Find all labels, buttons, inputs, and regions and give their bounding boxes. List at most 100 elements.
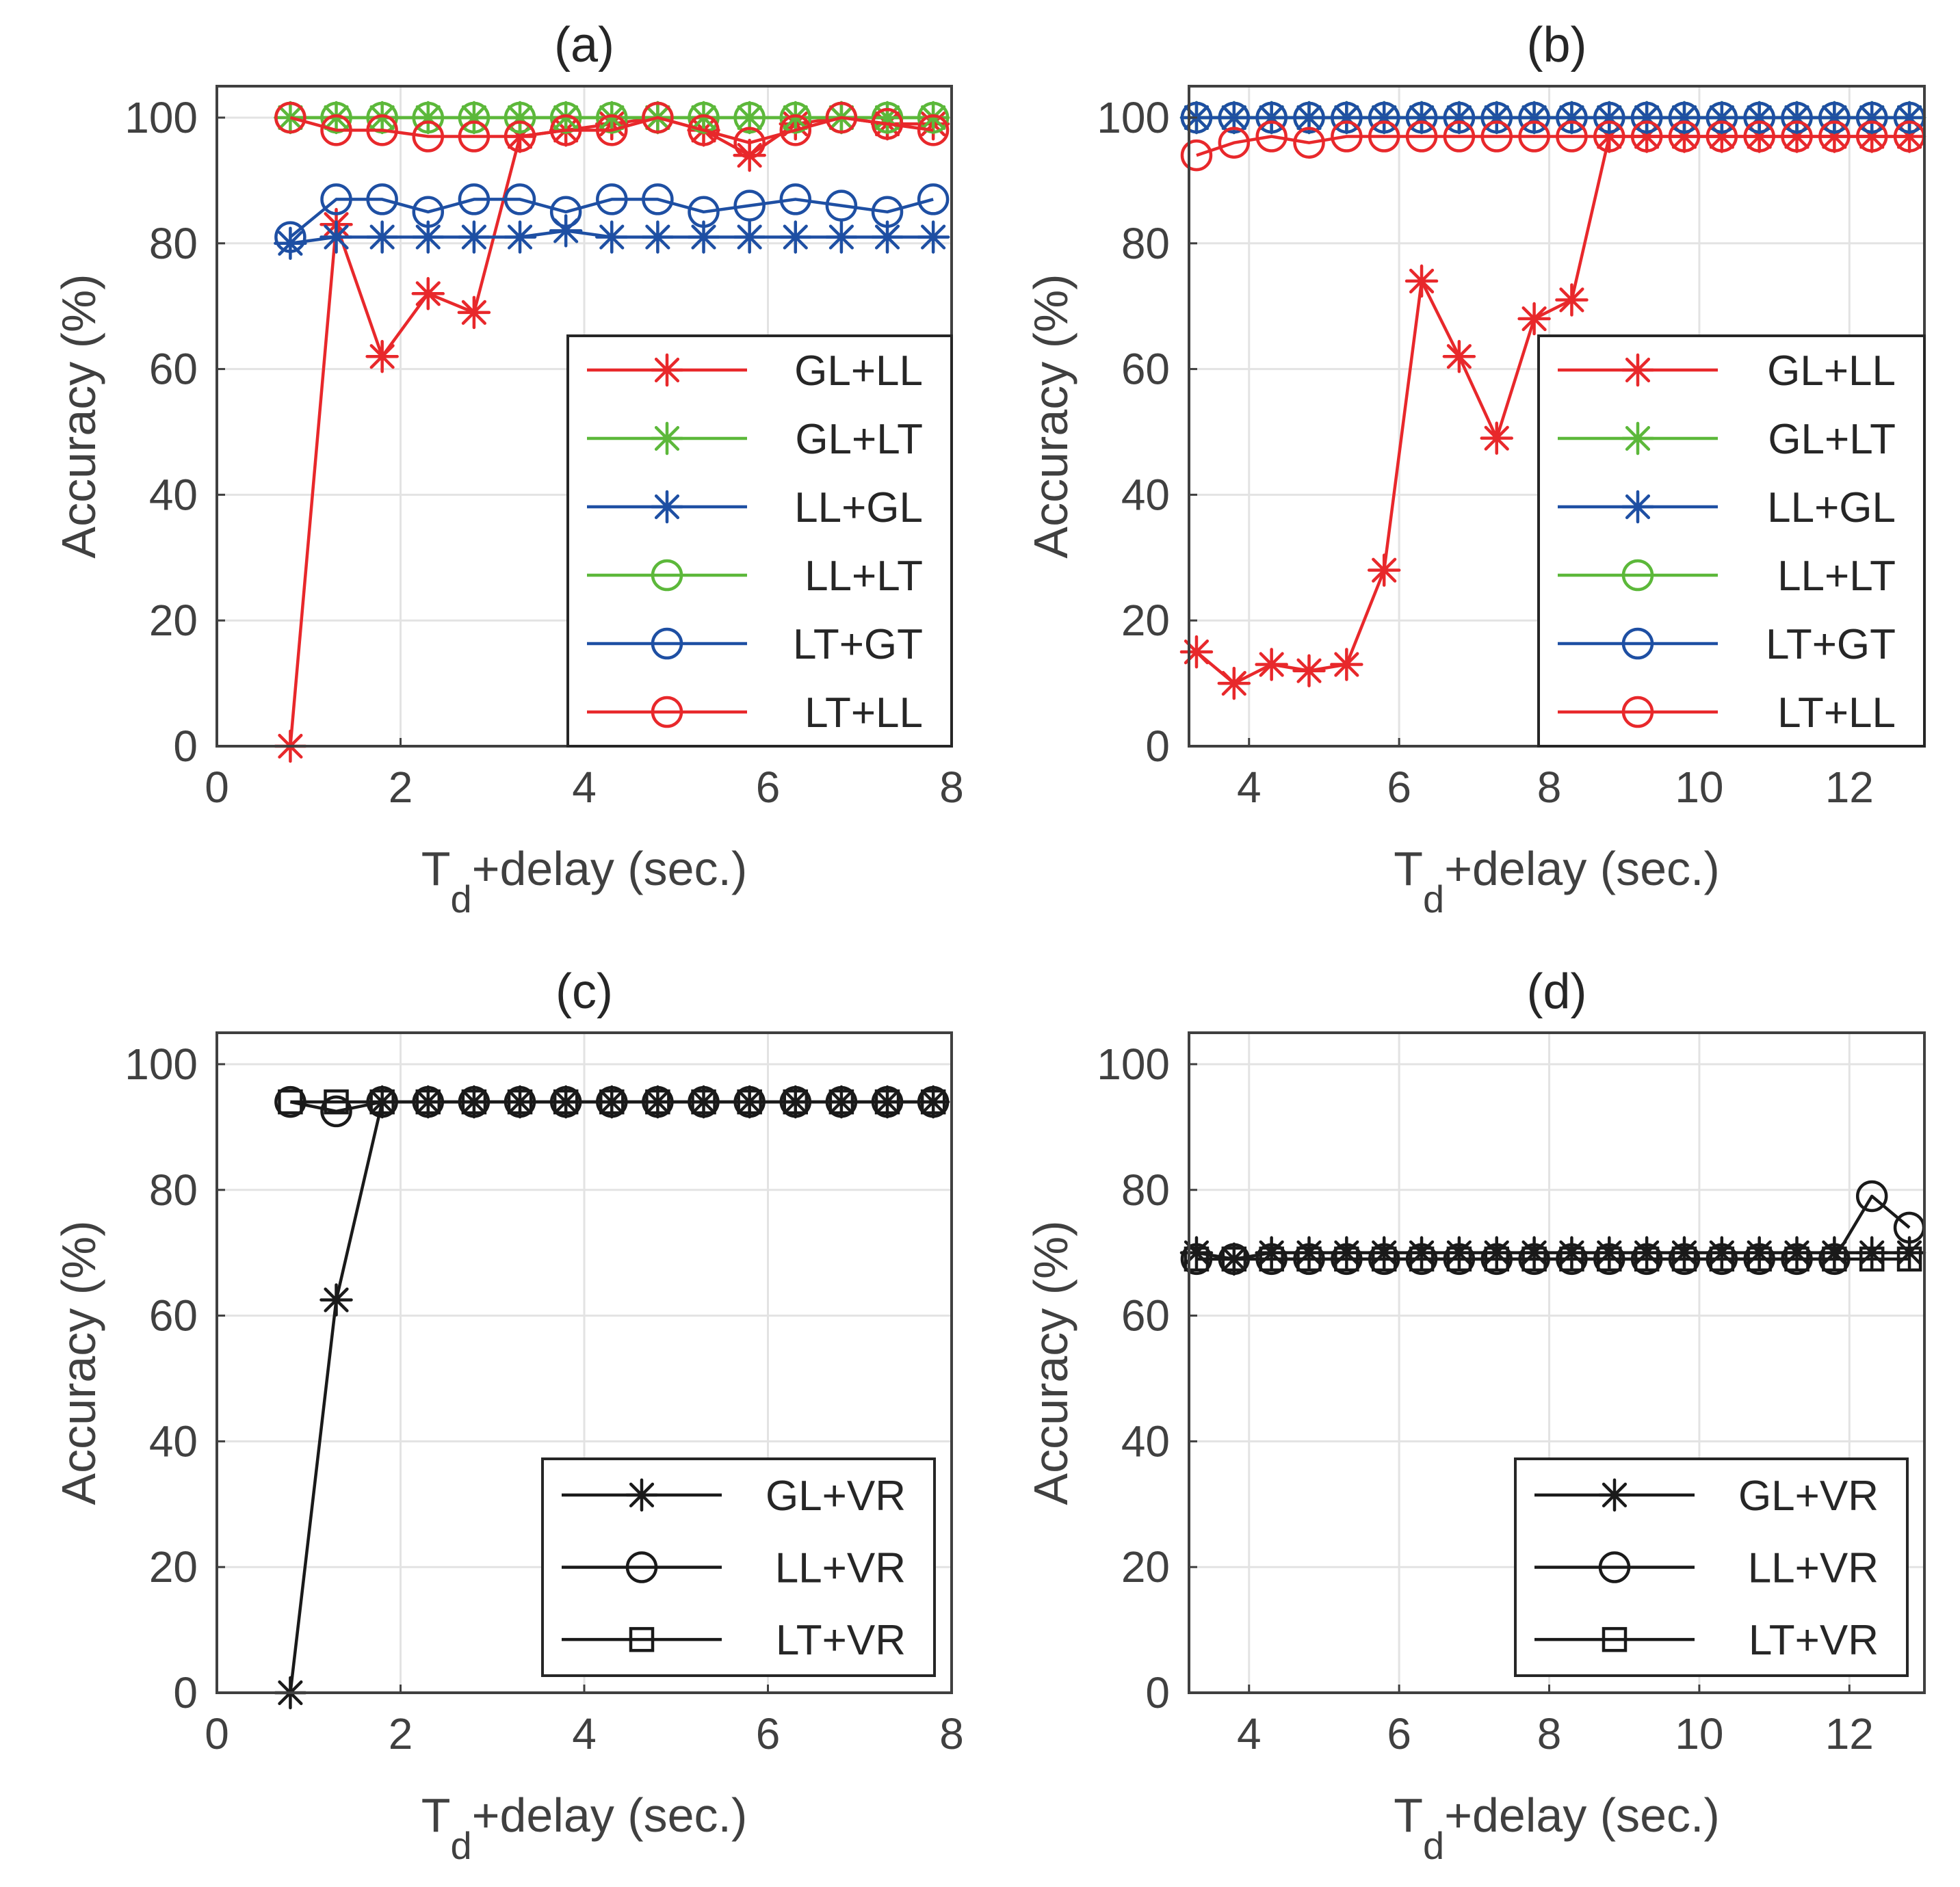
legend-marker [1621, 627, 1654, 660]
legend-label: LL+GL [1767, 484, 1896, 531]
data-point [688, 114, 720, 146]
data-point [1747, 1246, 1772, 1272]
legend[interactable]: GL+VR LL+VR LT+VR [541, 1457, 936, 1677]
data-point [320, 114, 352, 146]
y-tick-label: 80 [1121, 219, 1170, 268]
data-point [1593, 120, 1625, 153]
data-point [1517, 1236, 1551, 1269]
data-point [1480, 1236, 1513, 1269]
legend-item[interactable]: LL+LT [1558, 553, 1896, 600]
data-point [1818, 120, 1851, 153]
data-point [553, 1089, 579, 1115]
data-point [1593, 1236, 1626, 1269]
legend-item[interactable]: LL+VR [1534, 1545, 1879, 1592]
y-axis-label: Accuracy (%) [52, 1220, 105, 1505]
data-point [1822, 1246, 1847, 1272]
data-point [274, 221, 306, 253]
data-point [1484, 1246, 1509, 1272]
legend-item[interactable]: LL+LT [587, 553, 923, 600]
y-tick-label: 60 [149, 345, 198, 394]
x-tick-label: 6 [756, 763, 781, 812]
legend-label: LL+LT [1777, 553, 1896, 600]
data-point [733, 101, 766, 134]
x-axis-label-main: T [421, 1789, 451, 1842]
data-point [1818, 101, 1851, 134]
data-point [687, 220, 720, 254]
data-point [641, 220, 675, 254]
data-point [1706, 101, 1738, 134]
data-point [917, 101, 950, 134]
y-tick-label: 100 [125, 93, 198, 142]
data-point [319, 220, 353, 254]
data-point [916, 220, 950, 254]
legend[interactable]: GL+VR LL+VR LT+VR [1514, 1457, 1909, 1677]
data-point [1218, 101, 1251, 134]
data-point [1446, 1246, 1472, 1272]
legend-marker [1597, 1478, 1632, 1512]
data-point [415, 1089, 441, 1115]
legend-item[interactable]: GL+LT [1558, 416, 1896, 463]
data-point [1743, 101, 1775, 134]
data-point [320, 183, 352, 215]
data-point [828, 1089, 854, 1115]
legend-label: LL+VR [775, 1545, 906, 1592]
data-point [458, 183, 491, 215]
legend-item[interactable]: GL+LL [1558, 347, 1896, 395]
data-point [1706, 120, 1738, 153]
legend-item[interactable]: LT+GT [1558, 621, 1896, 668]
data-point [1555, 283, 1589, 317]
data-point [1597, 1246, 1622, 1272]
data-point [1709, 1246, 1735, 1272]
data-point [825, 189, 858, 222]
data-point [1371, 1246, 1397, 1272]
legend-item[interactable]: GL+VR [1534, 1473, 1879, 1520]
legend-item[interactable]: LT+VR [562, 1617, 906, 1664]
series-line [1196, 135, 1910, 157]
legend-item[interactable]: GL+VR [562, 1473, 906, 1520]
legend[interactable]: GL+LL GL+LT LL+GL LL+LT LT+GT LT+LL [566, 334, 953, 748]
x-axis-label: Td+delay (sec.) [1394, 1789, 1720, 1867]
legend-marker [1621, 353, 1655, 387]
data-point [779, 101, 812, 134]
data-point [1518, 101, 1550, 134]
data-point [1556, 120, 1588, 153]
legend-item[interactable]: LT+LL [587, 689, 923, 737]
data-point [457, 295, 491, 330]
series-lt-gt [1180, 101, 1926, 134]
legend-item[interactable]: LL+GL [1558, 484, 1896, 531]
legend-marker [650, 490, 684, 524]
x-tick-label: 4 [572, 763, 597, 812]
x-axis-label: Td+delay (sec.) [421, 1789, 748, 1867]
data-point [1593, 101, 1625, 134]
data-point [691, 1089, 716, 1115]
data-point [1896, 1246, 1922, 1272]
data-point [457, 220, 491, 254]
y-tick-label: 0 [1145, 722, 1170, 771]
x-axis-label-rest: +delay (sec.) [1444, 842, 1720, 895]
x-tick-label: 8 [939, 763, 964, 812]
data-point [1180, 101, 1213, 134]
legend-item[interactable]: LT+LL [1558, 689, 1896, 737]
legend-label: LT+VR [776, 1617, 906, 1664]
data-point [874, 1089, 900, 1115]
legend-marker [1621, 559, 1654, 592]
y-tick-label: 40 [149, 470, 198, 519]
legend-item[interactable]: LT+VR [1534, 1617, 1879, 1664]
legend[interactable]: GL+LL GL+LT LL+GL LL+LT LT+GT LT+LL [1537, 334, 1926, 748]
data-point [1442, 339, 1476, 373]
data-point [1409, 1246, 1435, 1272]
y-tick-label: 40 [1121, 1416, 1170, 1466]
legend-item[interactable]: GL+LT [587, 416, 923, 463]
data-point [917, 183, 950, 215]
legend-label: LT+LL [1777, 689, 1896, 737]
x-tick-label: 10 [1675, 1709, 1723, 1758]
data-point [320, 101, 352, 134]
legend-item[interactable]: LL+GL [587, 484, 923, 531]
legend-item[interactable]: LL+VR [562, 1545, 906, 1592]
legend-item[interactable]: LT+GT [587, 621, 923, 668]
data-point [1334, 1246, 1359, 1272]
x-tick-label: 10 [1675, 763, 1723, 812]
legend-item[interactable]: GL+LL [587, 347, 923, 395]
